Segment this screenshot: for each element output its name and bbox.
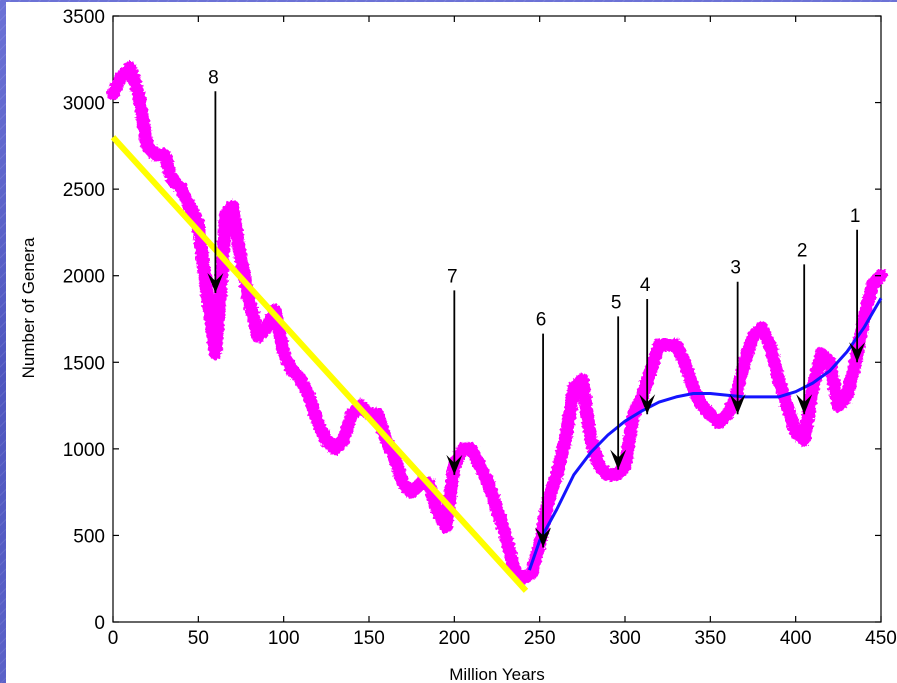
annotation-3: 3	[729, 258, 746, 415]
axes: 0 50 100 150 200 250 300 350 400 450 0 500 1000 1500 2…	[63, 7, 897, 649]
series-1-line	[110, 135, 529, 593]
x-axis-label: Million Years	[449, 665, 544, 683]
series-0-group	[106, 61, 888, 586]
annotation-5-arrowhead	[610, 449, 627, 470]
x-tick-label: 0	[108, 628, 119, 649]
annotation-4-label: 4	[640, 275, 651, 296]
annotation-7-arrowhead	[446, 454, 463, 475]
plot-area	[112, 15, 882, 623]
annotation-layer: 8 7 6 54 3 2 1	[207, 67, 866, 548]
annotation-8-label: 8	[208, 67, 219, 88]
annotation-3-label: 3	[730, 258, 741, 279]
annotation-7: 7	[446, 266, 463, 475]
annotation-1: 1	[849, 206, 866, 363]
annotation-2-label: 2	[797, 240, 808, 261]
annotation-4: 4	[639, 275, 656, 415]
x-tick-label: 200	[438, 628, 470, 649]
plot-frame	[112, 15, 882, 623]
annotation-8-arrowhead	[207, 273, 224, 294]
annotation-3-arrowhead	[729, 394, 746, 415]
series-2-line	[527, 297, 883, 571]
x-tick-label: 400	[780, 628, 812, 649]
y-tick-label: 1000	[63, 440, 105, 461]
annotation-2: 2	[796, 240, 813, 415]
annotation-7-label: 7	[447, 266, 458, 287]
y-tick-label: 0	[94, 613, 105, 634]
annotation-5-label: 5	[611, 292, 622, 313]
x-tick-label: 350	[694, 628, 726, 649]
y-axis-label: Number of Genera	[19, 237, 38, 378]
y-tick-label: 2000	[63, 267, 105, 288]
series-layer	[106, 61, 888, 593]
y-tick-label: 3000	[63, 94, 105, 115]
annotation-6-label: 6	[536, 310, 547, 331]
annotation-1-arrowhead	[849, 342, 866, 363]
x-tick-label: 100	[268, 628, 300, 649]
annotation-6: 6	[535, 310, 552, 548]
y-tick-label: 1500	[63, 353, 105, 374]
y-tick-label: 2500	[63, 180, 105, 201]
x-tick-label: 300	[609, 628, 641, 649]
y-tick-label: 500	[73, 526, 105, 547]
annotation-2-arrowhead	[796, 394, 813, 415]
x-tick-label: 450	[865, 628, 897, 649]
annotation-8: 8	[207, 67, 224, 294]
y-tick-label: 3500	[63, 7, 105, 28]
annotation-6-arrowhead	[535, 527, 552, 548]
annotation-1-label: 1	[850, 206, 861, 227]
annotation-5: 5	[610, 292, 627, 470]
x-tick-label: 150	[353, 628, 385, 649]
x-tick-label: 50	[188, 628, 209, 649]
series-0-line	[106, 61, 888, 586]
annotation-4-arrowhead	[639, 394, 656, 415]
x-tick-label: 250	[524, 628, 556, 649]
